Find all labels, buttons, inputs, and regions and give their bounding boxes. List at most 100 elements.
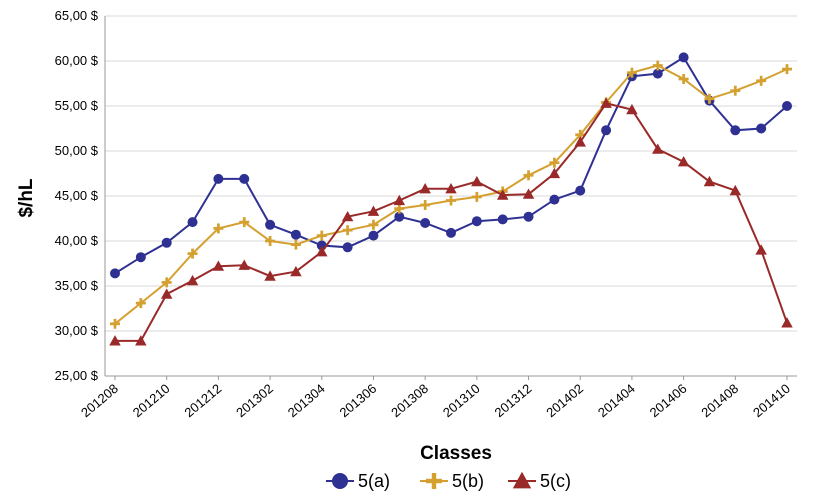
data-point [601, 125, 612, 136]
x-tick-label: 201404 [595, 381, 638, 420]
data-point [160, 288, 173, 299]
data-point [575, 185, 586, 196]
data-point [290, 229, 301, 240]
x-tick-label: 201312 [492, 381, 535, 420]
data-point [420, 218, 431, 228]
data-point [135, 298, 146, 309]
legend-marker [426, 473, 442, 489]
y-tick-label: 60,00 $ [55, 53, 99, 68]
data-point [110, 268, 120, 279]
data-point [652, 60, 663, 71]
data-point [782, 101, 792, 111]
data-point [239, 173, 250, 184]
x-tick-label: 201302 [233, 381, 276, 420]
y-tick-label: 65,00 $ [55, 8, 99, 23]
data-point [290, 265, 302, 277]
x-tick-label: 201408 [698, 381, 741, 420]
data-point [471, 191, 482, 202]
x-tick-label: 201212 [181, 381, 224, 420]
x-tick-label: 201210 [130, 381, 173, 420]
data-point [239, 217, 250, 228]
legend-item: 5(b) [420, 471, 484, 491]
data-point [419, 183, 431, 194]
data-point [135, 335, 147, 346]
y-tick-label: 25,00 $ [55, 368, 99, 383]
data-point [446, 227, 456, 238]
data-point [703, 175, 716, 187]
y-axis-title: $/hL [16, 178, 37, 217]
data-point [290, 239, 301, 250]
data-point [445, 183, 457, 194]
data-point [394, 211, 405, 222]
data-point [367, 205, 380, 216]
data-point [574, 136, 586, 147]
data-point [782, 64, 792, 75]
legend-label: 5(a) [358, 471, 390, 491]
data-point [756, 123, 767, 134]
x-tick-label: 201410 [750, 381, 793, 420]
legend: 5(a) 5(b) 5(c) [326, 471, 571, 491]
legend-label: 5(c) [540, 471, 571, 491]
axes [104, 16, 797, 377]
data-point [548, 167, 561, 179]
data-point [471, 175, 483, 187]
series-5(c) [109, 97, 793, 346]
data-point [729, 184, 742, 196]
data-point [265, 219, 276, 230]
data-point [213, 173, 224, 184]
data-point [393, 194, 406, 206]
data-point [135, 252, 146, 263]
data-point [549, 157, 560, 168]
data-point [652, 68, 663, 79]
data-point [342, 225, 353, 236]
data-point [186, 274, 199, 286]
legend-item: 5(c) [508, 471, 571, 491]
data-point [213, 223, 224, 234]
data-point [522, 188, 535, 199]
data-point [420, 200, 431, 210]
data-point [600, 97, 612, 108]
series-line [115, 102, 788, 342]
data-point [781, 317, 793, 328]
x-tick-label: 201304 [285, 381, 328, 420]
x-tick-label: 201308 [388, 381, 431, 420]
data-point [394, 203, 405, 214]
data-point [496, 189, 509, 200]
y-tick-labels: 25,00 $ 30,00 $ 35,00 $ 40,00 $ 45,00 $ 50,00… [55, 8, 99, 383]
data-point [626, 103, 638, 115]
x-tick-label: 201306 [337, 381, 380, 420]
series-5(b) [110, 60, 792, 329]
legend-item: 5(a) [326, 471, 390, 491]
x-tick-label: 201402 [543, 381, 586, 420]
x-tick-label: 201310 [440, 381, 483, 420]
data-point [316, 230, 327, 241]
legend-marker [332, 473, 348, 489]
legend-label: 5(b) [452, 471, 484, 491]
data-point [187, 248, 198, 259]
data-point [265, 236, 276, 246]
data-point [549, 194, 560, 205]
x-tick-labels: 201208 201210 201212 201302 201304 201306 2013… [78, 376, 793, 420]
data-point [109, 335, 121, 346]
data-point [730, 125, 741, 136]
y-tick-label: 45,00 $ [55, 188, 99, 203]
data-point [471, 216, 482, 227]
x-tick-label: 201406 [647, 381, 690, 420]
data-point [264, 270, 276, 281]
data-point [238, 259, 250, 270]
data-point [626, 67, 637, 78]
data-point [652, 143, 664, 154]
data-point [110, 318, 120, 329]
data-point [678, 74, 689, 84]
series-line [114, 64, 788, 325]
data-point [161, 237, 172, 248]
x-tick-label: 201208 [78, 381, 121, 420]
y-tick-label: 35,00 $ [55, 278, 99, 293]
y-tick-label: 50,00 $ [55, 143, 99, 158]
y-tick-label: 55,00 $ [55, 98, 99, 113]
data-point [316, 246, 328, 257]
data-point [341, 210, 354, 222]
data-point [523, 211, 534, 222]
data-point [704, 93, 715, 104]
